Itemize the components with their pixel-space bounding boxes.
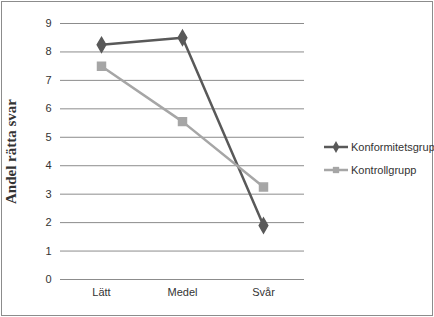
svg-text:Andel rätta svar: Andel rätta svar [3, 98, 19, 203]
svg-text:Medel: Medel [168, 286, 198, 298]
svg-text:9: 9 [45, 17, 51, 29]
svg-text:6: 6 [45, 102, 51, 114]
svg-text:Lätt: Lätt [92, 286, 110, 298]
svg-text:7: 7 [45, 73, 51, 85]
svg-text:Svår: Svår [252, 286, 275, 298]
html-text:Kontrollgrupp: Kontrollgrupp [351, 163, 417, 176]
svg-text:2: 2 [45, 216, 51, 228]
svg-text:8: 8 [45, 45, 51, 57]
svg-text:4: 4 [45, 159, 51, 171]
svg-text:5: 5 [45, 130, 51, 142]
svg-text:0: 0 [45, 273, 51, 285]
svg-text:3: 3 [45, 187, 51, 199]
svg-text:1: 1 [45, 244, 51, 256]
